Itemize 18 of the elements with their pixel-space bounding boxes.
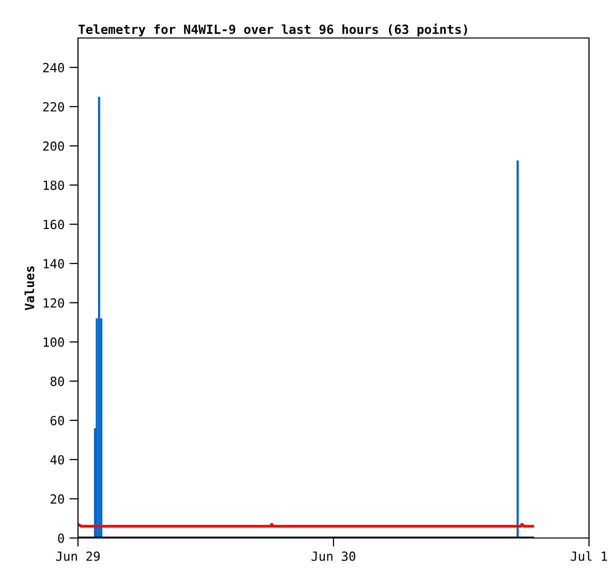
y-tick-label: 240 — [43, 62, 64, 72]
y-tick-label: 220 — [43, 102, 64, 112]
x-tick-label: Jun 29 — [56, 551, 100, 561]
y-tick-label: 40 — [50, 455, 64, 465]
y-tick-label: 60 — [50, 416, 64, 426]
y-axis-title: Values — [24, 266, 34, 310]
y-tick-label: 180 — [44, 180, 64, 190]
y-tick-label: 100 — [44, 337, 64, 347]
y-tick-label: 200 — [43, 141, 64, 151]
y-tick-label: 80 — [50, 376, 64, 386]
x-tick-label: Jun 30 — [312, 551, 356, 561]
y-tick-label: 20 — [50, 494, 64, 504]
chart-title: Telemetry for N4WIL-9 over last 96 hours (63 points) — [78, 24, 467, 36]
x-tick-label: Jul 1 — [570, 551, 607, 561]
y-tick-label: 0 — [58, 534, 64, 543]
y-tick-label: 120 — [44, 298, 64, 308]
y-tick-label: 160 — [44, 220, 64, 230]
y-tick-label: 140 — [44, 258, 64, 268]
